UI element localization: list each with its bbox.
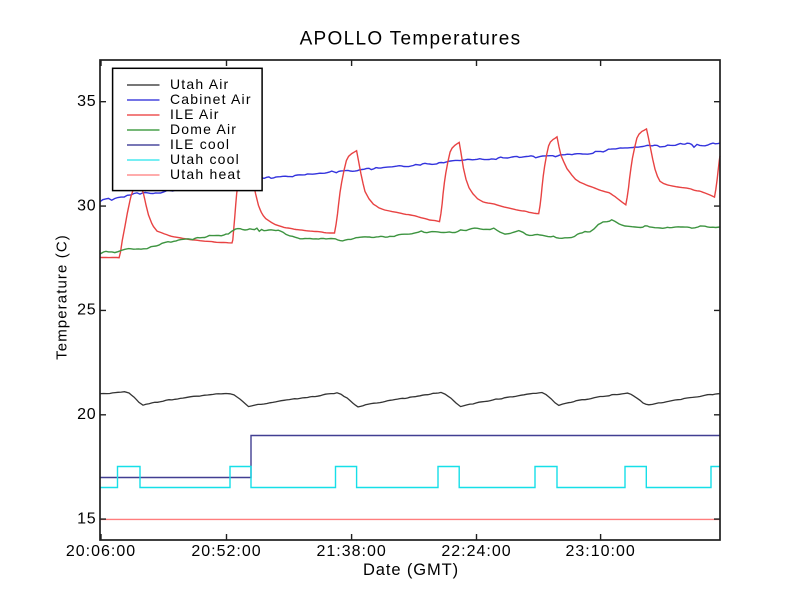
svg-text:21:38:00: 21:38:00 (316, 543, 386, 560)
svg-text:20:52:00: 20:52:00 (191, 543, 261, 560)
svg-text:20:06:00: 20:06:00 (66, 543, 136, 560)
svg-text:Dome Air: Dome Air (170, 121, 237, 137)
svg-text:Utah cool: Utah cool (170, 151, 240, 167)
svg-text:35: 35 (77, 93, 96, 110)
svg-text:Utah Air: Utah Air (170, 76, 229, 92)
svg-text:22:24:00: 22:24:00 (441, 543, 511, 560)
svg-text:Cabinet Air: Cabinet Air (170, 91, 252, 107)
svg-text:20: 20 (77, 406, 96, 423)
svg-text:ILE Air: ILE Air (170, 106, 220, 122)
svg-text:Date (GMT): Date (GMT) (363, 561, 459, 579)
svg-text:Utah heat: Utah heat (170, 166, 242, 182)
svg-text:APOLLO Temperatures: APOLLO Temperatures (300, 29, 522, 50)
svg-text:ILE cool: ILE cool (170, 136, 230, 152)
svg-text:Temperature (C): Temperature (C) (53, 234, 70, 360)
svg-text:30: 30 (77, 197, 96, 214)
svg-text:25: 25 (77, 302, 96, 319)
svg-text:15: 15 (77, 510, 96, 527)
svg-text:23:10:00: 23:10:00 (565, 543, 635, 560)
